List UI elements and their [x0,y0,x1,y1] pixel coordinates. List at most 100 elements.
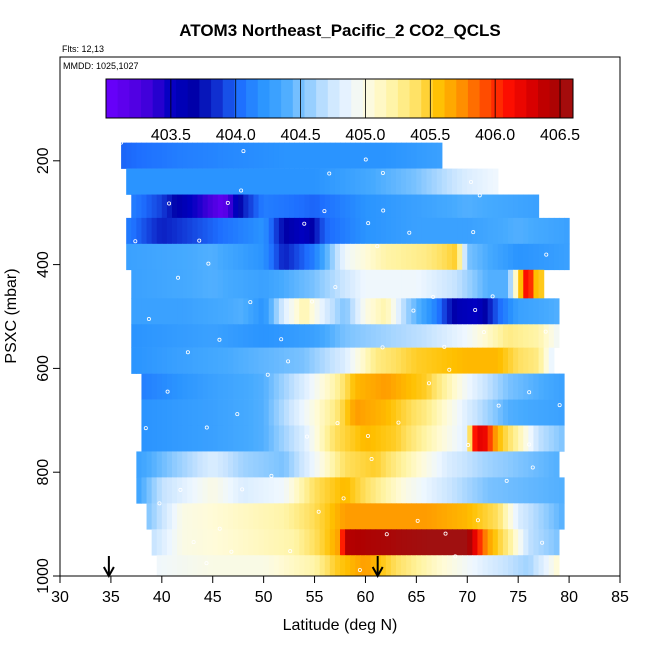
colorbar-cell [117,79,130,118]
heatmap-cell [243,243,249,271]
heatmap-cell [177,324,183,348]
sample-point [316,509,321,514]
heatmap-cell [477,373,484,400]
heatmap-cell [217,399,224,426]
heatmap-cell [238,373,244,400]
sample-point [248,300,253,305]
heatmap-cell [329,399,336,426]
heatmap-cell [161,347,168,374]
heatmap-cell [278,324,285,348]
heatmap-cell [166,477,173,504]
heatmap-cell [477,555,484,576]
heatmap-cell [487,269,494,299]
heatmap-cell [304,373,311,400]
heatmap-cell [502,373,509,400]
heatmap-cell [197,503,204,530]
heatmap-cell [258,142,265,169]
sample-point [146,317,151,322]
heatmap-cell [370,451,377,478]
heatmap-cell [289,194,295,219]
heatmap-cell [462,298,468,325]
heatmap-cell [528,555,535,576]
colorbar-cell [234,79,247,118]
heatmap-cell [462,168,468,195]
heatmap-cell [243,503,249,530]
heatmap-cell [365,373,372,400]
heatmap-cell [192,425,199,452]
heatmap-cell [222,298,229,325]
heatmap-cell [284,373,290,400]
heatmap-cell [548,347,555,374]
heatmap-cell [477,425,484,452]
heatmap-cell [441,168,448,195]
heatmap-cell [518,298,524,325]
heatmap-cell [253,347,260,374]
heatmap-cell [172,399,178,426]
colorbar-cell [549,79,562,118]
heatmap-cell [401,425,407,452]
heatmap-cell [304,298,311,325]
heatmap-cell [513,217,519,245]
heatmap-cell [385,142,392,169]
heatmap-cell [477,503,484,530]
heatmap-cell [126,217,132,245]
heatmap-cell [309,373,316,400]
heatmap-cell [487,194,494,219]
heatmap-cell [299,347,305,374]
heatmap-cell [299,243,305,271]
heatmap-cell [523,194,529,219]
heatmap-cell [253,399,260,426]
heatmap-cell [324,324,331,348]
heatmap-cell [207,425,214,452]
heatmap-cell [156,477,163,504]
heatmap-cell [289,529,295,556]
heatmap-cell [385,194,392,219]
heatmap-cell [212,425,219,452]
heatmap-cell [329,347,336,374]
heatmap-cell [390,194,397,219]
heatmap-cell [146,194,153,219]
heatmap-cell [304,529,311,556]
heatmap-cell [319,324,326,348]
heatmap-cell [533,425,540,452]
heatmap-cell [182,217,188,245]
heatmap-cell [192,217,199,245]
heatmap-cell [217,529,224,556]
heatmap-cell [166,269,173,299]
heatmap-band [151,529,560,556]
heatmap-cell [385,399,392,426]
heatmap-cell [146,373,153,400]
sample-point [157,501,162,506]
heatmap-cell [319,555,326,576]
heatmap-cell [477,477,484,504]
heatmap-bands [121,142,570,576]
heatmap-cell [431,373,438,400]
heatmap-cell [314,477,321,504]
heatmap-cell [177,269,183,299]
heatmap-cell [350,194,356,219]
heatmap-cell [151,373,158,400]
heatmap-cell [172,373,178,400]
heatmap-cell [548,503,555,530]
plot-frame [59,56,621,577]
heatmap-cell [156,399,163,426]
heatmap-cell [258,399,265,426]
down-arrow-icon [371,556,384,579]
heatmap-cell [436,555,443,576]
heatmap-cell [467,477,473,504]
x-axis: 30 35 40 45 50 55 60 65 70 75 80 85 [51,576,629,606]
heatmap-cell [513,324,519,348]
heatmap-cell [446,529,453,556]
heatmap-cell [243,194,249,219]
heatmap-cell [278,298,285,325]
colorbar-cell [526,79,539,118]
sample-point [165,389,170,394]
heatmap-cell [217,451,224,478]
heatmap-cell [233,217,239,245]
heatmap-cell [431,529,438,556]
heatmap-cell [304,324,311,348]
heatmap-cell [151,477,158,504]
heatmap-cell [253,555,260,576]
heatmap-cell [258,451,265,478]
